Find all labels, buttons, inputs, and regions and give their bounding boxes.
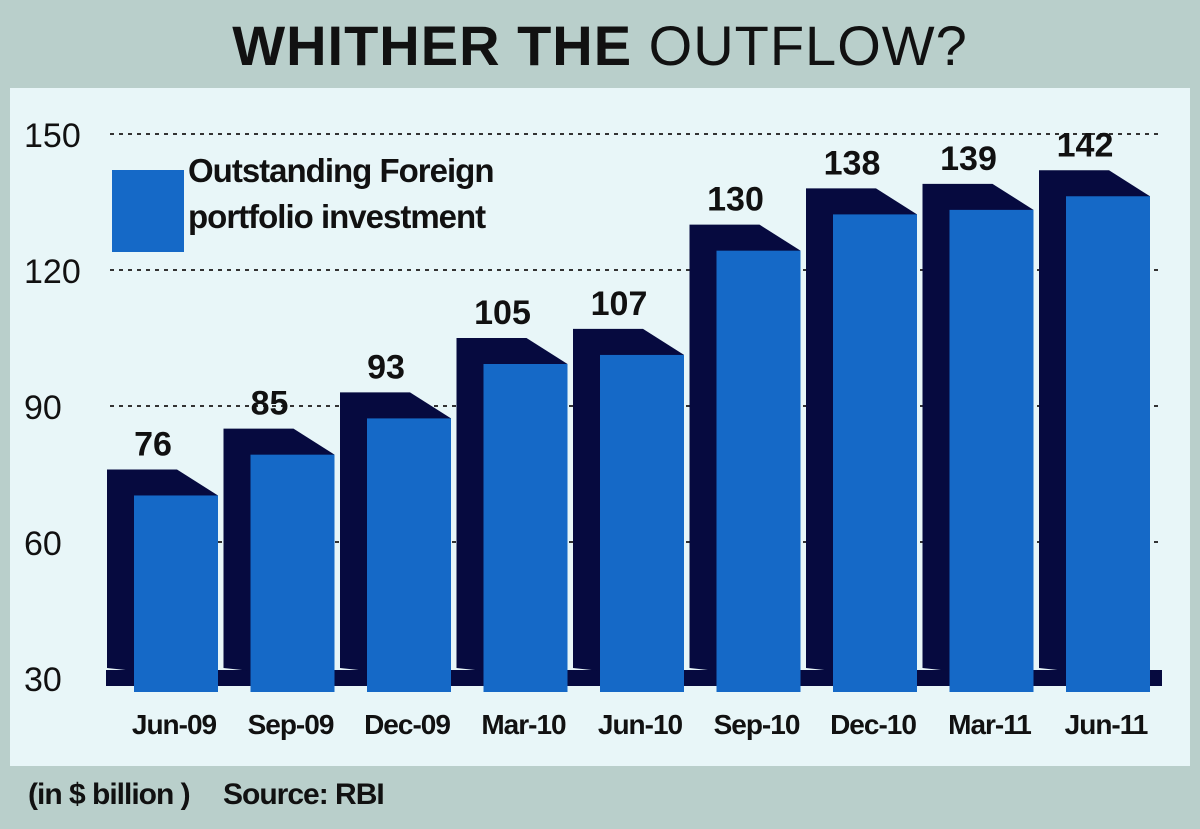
bar-group xyxy=(107,469,218,692)
bar-group xyxy=(1039,170,1150,692)
x-tick-label: Sep-10 xyxy=(714,709,800,740)
x-tick-label: Dec-09 xyxy=(364,709,450,740)
data-label: 142 xyxy=(1057,126,1114,164)
bar-group xyxy=(223,428,335,692)
x-tick-label: Jun-10 xyxy=(598,709,683,740)
data-label: 138 xyxy=(824,144,881,182)
y-tick-label: 120 xyxy=(24,253,81,291)
x-tick-label: Jun-11 xyxy=(1065,709,1148,740)
x-tick-label: Mar-11 xyxy=(948,709,1031,740)
title-bold-part: WHITHER THE xyxy=(232,14,633,77)
unit-note: (in $ billion ) xyxy=(28,778,191,811)
source-note: Source: RBI xyxy=(223,778,385,811)
y-tick-label: 30 xyxy=(24,661,62,699)
y-tick-label: 90 xyxy=(24,389,62,427)
chart-panel: 30 60 90 120 150 76 Jun-09 85 Sep-09 93 Dec-09 105 M… xyxy=(10,88,1190,766)
y-tick-label: 150 xyxy=(24,117,81,155)
bar xyxy=(949,209,1034,692)
x-tick-label: Dec-10 xyxy=(830,709,916,740)
bar xyxy=(250,454,335,692)
legend-label: Outstanding Foreign xyxy=(188,152,493,189)
y-tick-label: 60 xyxy=(24,525,62,563)
chart-title: WHITHER THE OUTFLOW? xyxy=(0,14,1200,78)
data-label: 105 xyxy=(474,294,531,332)
bar xyxy=(716,250,801,692)
chart-footer: (in $ billion ) Source: RBI xyxy=(28,778,385,812)
data-label: 76 xyxy=(134,425,172,463)
bar xyxy=(833,214,917,692)
data-label: 85 xyxy=(251,385,289,423)
legend-swatch xyxy=(112,170,184,252)
bar xyxy=(367,418,451,692)
bar-group xyxy=(806,188,917,692)
bar xyxy=(134,495,218,692)
x-tick-label: Sep-09 xyxy=(248,709,334,740)
data-label: 130 xyxy=(707,181,764,219)
bar xyxy=(483,364,568,692)
bar-group xyxy=(689,224,801,692)
bar xyxy=(1066,196,1150,692)
data-label: 93 xyxy=(367,348,405,386)
data-label: 139 xyxy=(940,140,997,178)
bar-group xyxy=(922,183,1034,692)
bar-group xyxy=(573,328,684,692)
legend-label: portfolio investment xyxy=(188,198,486,235)
x-tick-label: Mar-10 xyxy=(481,709,566,740)
x-tick-label: Jun-09 xyxy=(132,709,217,740)
bar-group xyxy=(340,392,451,692)
bar-chart: 30 60 90 120 150 76 Jun-09 85 Sep-09 93 Dec-09 105 M… xyxy=(24,117,1162,740)
title-light-part: OUTFLOW? xyxy=(648,14,968,77)
bar-group xyxy=(456,338,568,692)
data-label: 107 xyxy=(591,285,648,323)
bar xyxy=(600,354,684,692)
